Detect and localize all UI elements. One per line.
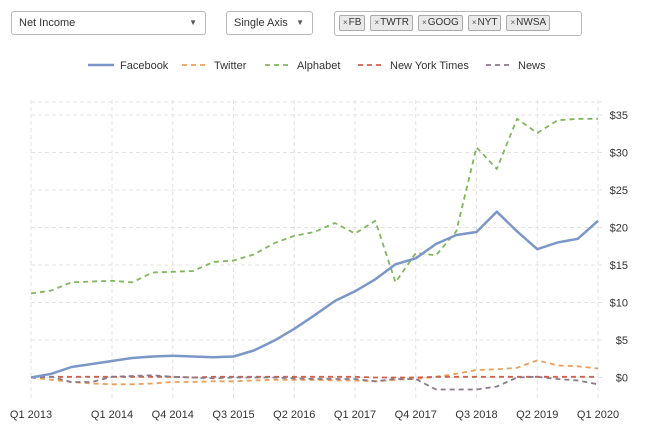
- metric-select[interactable]: Net Income ▼: [11, 11, 206, 35]
- y-tick-label: $10: [610, 298, 628, 310]
- x-tick-label: Q3 2015: [212, 409, 254, 421]
- ticker-chip-twtr[interactable]: × TWTR: [370, 15, 414, 31]
- ticker-chip-nyt[interactable]: × NYT: [467, 15, 502, 31]
- x-tick-label: Q1 2020: [577, 409, 619, 421]
- ticker-chip-label: FB: [348, 17, 362, 28]
- chart-grid: [30, 100, 602, 400]
- chevron-down-icon: ▼: [296, 18, 304, 27]
- ticker-chip-label: NWSA: [516, 17, 547, 28]
- metric-select-value: Net Income: [19, 17, 76, 29]
- x-tick-label: Q2 2016: [273, 409, 315, 421]
- legend-item-new-york-times[interactable]: New York Times: [358, 60, 469, 72]
- y-tick-label: $20: [610, 223, 628, 235]
- ticker-chip-label: GOOG: [427, 17, 459, 28]
- ticker-chip-label: TWTR: [380, 17, 410, 28]
- remove-chip-icon[interactable]: ×: [471, 18, 477, 27]
- axis-mode-select[interactable]: Single Axis ▼: [226, 11, 313, 35]
- legend-label: News: [518, 60, 546, 72]
- legend-label: Facebook: [120, 60, 169, 72]
- remove-chip-icon[interactable]: ×: [374, 18, 380, 27]
- legend-item-alphabet[interactable]: Alphabet: [265, 60, 340, 72]
- x-tick-label: Q4 2014: [152, 409, 194, 421]
- legend-label: Alphabet: [297, 60, 340, 72]
- x-tick-label: Q1 2013: [10, 409, 52, 421]
- series-line-news: [30, 374, 599, 391]
- ticker-chip-fb[interactable]: × FB: [339, 15, 366, 31]
- legend-label: Twitter: [214, 60, 247, 72]
- y-tick-label: $15: [610, 260, 628, 272]
- x-tick-label: Q4 2017: [395, 409, 437, 421]
- x-tick-label: Q3 2018: [455, 409, 497, 421]
- chart-legend: Facebook Twitter Alphabet New York Times New…: [88, 60, 546, 72]
- series-line-twitter: [30, 359, 599, 386]
- remove-chip-icon[interactable]: ×: [422, 18, 427, 27]
- series-line-new-york-times: [30, 375, 598, 379]
- x-tick-label: Q1 2014: [91, 409, 133, 421]
- axis-mode-select-value: Single Axis: [234, 17, 288, 29]
- y-tick-label: $35: [610, 110, 628, 122]
- series-line-alphabet: [30, 117, 598, 295]
- legend-label: New York Times: [390, 60, 469, 72]
- series-line-facebook: [30, 210, 599, 379]
- y-axis: $0 $5 $10 $15 $20 $25 $30 $35: [610, 110, 628, 385]
- x-axis: Q1 2013 Q1 2014 Q4 2014 Q3 2015 Q2 2016 Q1 20…: [10, 409, 619, 421]
- ticker-chip-goog[interactable]: × GOOG: [418, 15, 463, 31]
- legend-item-news[interactable]: News: [486, 60, 546, 72]
- legend-item-facebook[interactable]: Facebook: [88, 60, 169, 72]
- y-tick-label: $0: [616, 373, 628, 385]
- y-tick-label: $5: [616, 335, 628, 347]
- x-tick-label: Q2 2019: [516, 409, 558, 421]
- remove-chip-icon[interactable]: ×: [343, 18, 348, 27]
- legend-item-twitter[interactable]: Twitter: [182, 60, 247, 72]
- y-tick-label: $25: [610, 185, 628, 197]
- ticker-chip-nwsa[interactable]: × NWSA: [506, 15, 551, 31]
- x-tick-label: Q1 2017: [334, 409, 376, 421]
- y-tick-label: $30: [610, 148, 628, 160]
- remove-chip-icon[interactable]: ×: [510, 18, 516, 27]
- chevron-down-icon: ▼: [189, 18, 197, 27]
- ticker-multiselect[interactable]: × FB × TWTR × GOOG × NYT × NWSA: [334, 11, 582, 36]
- ticker-chip-label: NYT: [477, 17, 498, 28]
- chart-series: [30, 117, 599, 391]
